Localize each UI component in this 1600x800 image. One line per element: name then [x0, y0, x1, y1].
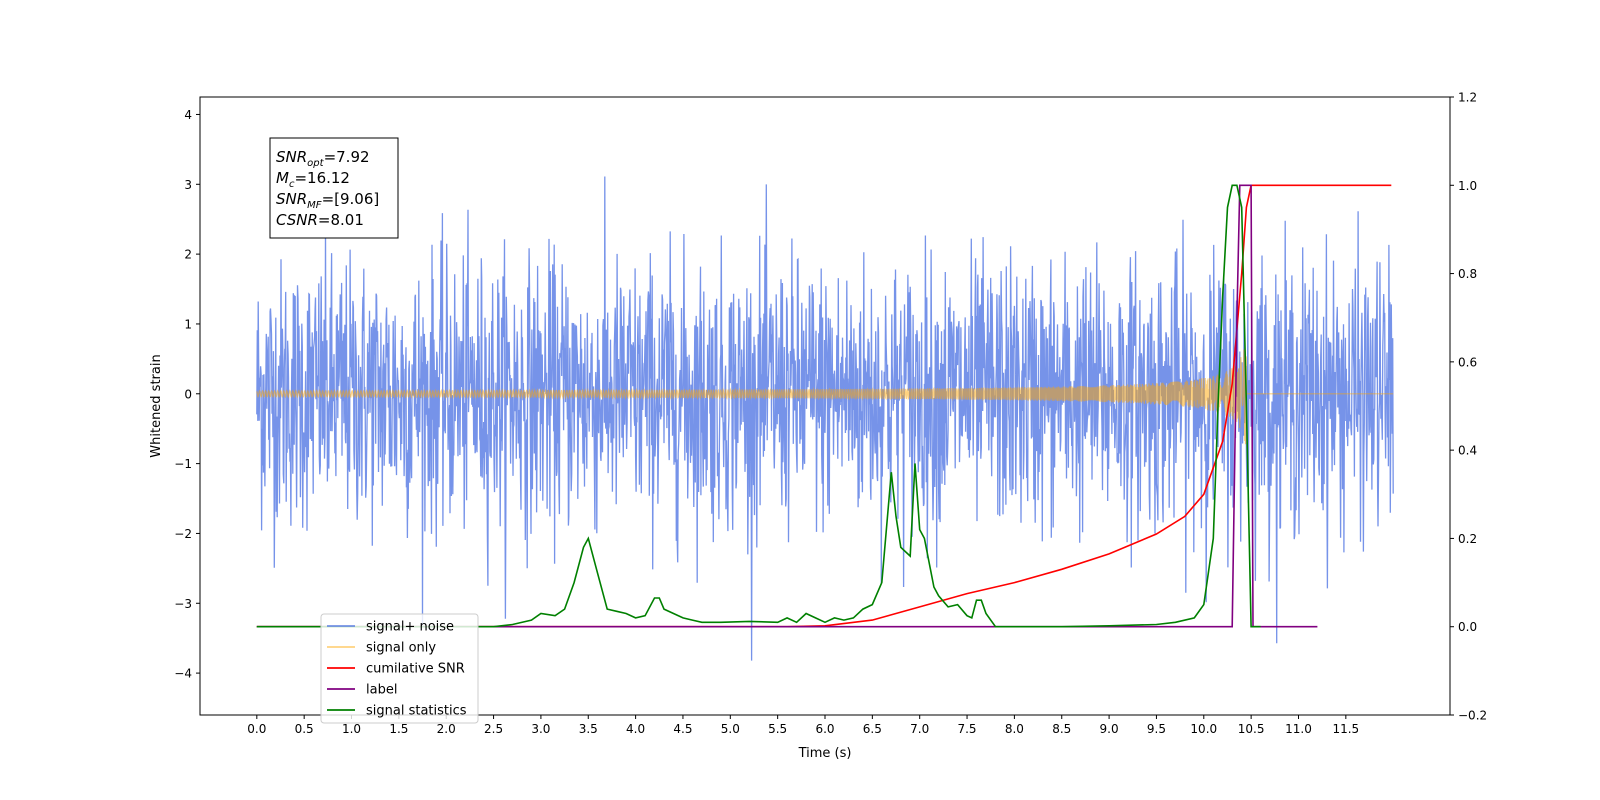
annotation-value: =16.12 — [294, 169, 350, 187]
y2-tick-label: −0.2 — [1458, 709, 1487, 723]
x-tick-label: 8.0 — [1005, 722, 1024, 736]
x-tick-label: 1.0 — [342, 722, 361, 736]
series-signal-only-line — [256, 349, 1394, 445]
annotation-value: =7.92 — [324, 148, 370, 166]
y-tick-label: 0 — [184, 387, 192, 401]
legend-label: cumilative SNR — [366, 662, 465, 677]
plot-area — [256, 176, 1394, 661]
annotation-subscript: c — [289, 179, 295, 190]
x-tick-label: 5.0 — [721, 722, 740, 736]
x-tick-label: 2.5 — [484, 722, 503, 736]
y2-tick-label: 0.6 — [1458, 355, 1477, 369]
legend-label: label — [366, 683, 397, 698]
annotation-symbol: SNR — [276, 148, 307, 166]
annotation-symbol: SNR — [276, 190, 307, 208]
y2-tick-label: 0.8 — [1458, 267, 1477, 281]
y-axis-right: −0.2 0.0 0.2 0.4 0.6 0.8 1.0 1.2 — [1450, 91, 1487, 723]
y-tick-label: −4 — [174, 667, 192, 681]
y-tick-label: 2 — [184, 248, 192, 262]
annotation-subscript: MF — [307, 200, 322, 211]
x-tick-label: 6.0 — [815, 722, 834, 736]
y2-tick-label: 1.2 — [1458, 91, 1477, 105]
x-tick-label: 11.0 — [1285, 722, 1312, 736]
x-tick-label: 4.5 — [673, 722, 692, 736]
x-tick-label: 11.5 — [1332, 722, 1359, 736]
annotation-subscript: opt — [307, 158, 324, 169]
annotation-value: =8.01 — [318, 211, 364, 229]
y-axis-label: Whitened strain — [149, 354, 164, 457]
y2-tick-label: 0.2 — [1458, 532, 1477, 546]
x-tick-label: 7.5 — [957, 722, 976, 736]
annotation-symbol: M — [276, 169, 289, 187]
annotation-line: Mc=16.12 — [276, 169, 350, 190]
y-tick-label: −2 — [174, 527, 192, 541]
y-axis-left: −4 −3 −2 −1 0 1 2 3 4 — [174, 108, 200, 681]
y-tick-label: 4 — [184, 108, 192, 122]
x-tick-label: 0.5 — [295, 722, 314, 736]
x-tick-label: 8.5 — [1052, 722, 1071, 736]
y-tick-label: 1 — [184, 317, 192, 331]
y-tick-label: 3 — [184, 178, 192, 192]
y2-tick-label: 1.0 — [1458, 179, 1477, 193]
x-axis-label: Time (s) — [798, 746, 852, 761]
x-tick-label: 4.0 — [626, 722, 645, 736]
x-tick-label: 5.5 — [768, 722, 787, 736]
annotation-line: CSNR=8.01 — [276, 211, 364, 229]
annotation-line: SNRopt=7.92 — [276, 148, 370, 169]
annotation-line: SNRMF=[9.06] — [276, 190, 379, 211]
legend-label: signal+ noise — [366, 620, 454, 635]
annotation-value: =[9.06] — [322, 190, 380, 208]
series-signal-noise-line — [256, 176, 1394, 661]
x-tick-label: 10.0 — [1190, 722, 1217, 736]
x-tick-label: 6.5 — [863, 722, 882, 736]
x-tick-label: 9.0 — [1100, 722, 1119, 736]
y-tick-label: −1 — [174, 457, 192, 471]
x-tick-label: 10.5 — [1238, 722, 1265, 736]
y-tick-label: −3 — [174, 597, 192, 611]
x-tick-label: 0.0 — [247, 722, 266, 736]
x-tick-label: 2.0 — [437, 722, 456, 736]
legend-label: signal only — [366, 641, 436, 656]
series-signal-statistics-line — [256, 184, 1261, 628]
x-tick-label: 9.5 — [1147, 722, 1166, 736]
legend-label: signal statistics — [366, 704, 467, 719]
annotation-frame — [269, 137, 399, 239]
x-tick-label: 3.0 — [531, 722, 550, 736]
annotation-symbol: CSNR — [276, 211, 318, 229]
legend-frame — [320, 613, 479, 724]
y2-tick-label: 0.4 — [1458, 444, 1477, 458]
x-tick-label: 3.5 — [579, 722, 598, 736]
x-axis: 0.0 0.5 1.0 1.5 2.0 2.5 3.0 3.5 4.0 4.5 5.0 5.5 6.0 6… — [247, 715, 1359, 736]
legend: signal+ noise signal only cumilative SNR la… — [320, 613, 479, 724]
x-tick-label: 1.5 — [389, 722, 408, 736]
x-tick-label: 7.0 — [910, 722, 929, 736]
y2-tick-label: 0.0 — [1458, 620, 1477, 634]
